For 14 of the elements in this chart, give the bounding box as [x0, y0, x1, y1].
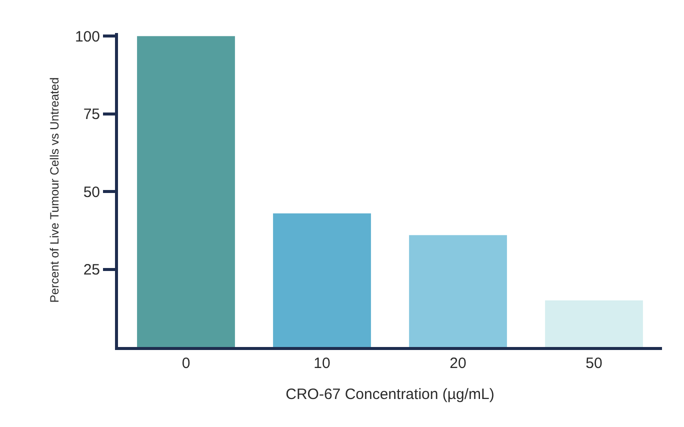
y-axis-title: Percent of Live Tumour Cells vs Untreated	[47, 77, 62, 303]
bar	[273, 213, 371, 347]
y-tick-label: 75	[83, 106, 100, 124]
bar	[409, 235, 507, 347]
x-tick-label: 50	[586, 355, 602, 372]
x-tick-label: 20	[450, 355, 466, 372]
bar	[545, 300, 643, 347]
y-tick-label: 100	[74, 28, 100, 46]
x-tick-label: 0	[182, 355, 190, 372]
bar	[137, 36, 235, 347]
x-axis-title: CRO-67 Concentration (µg/mL)	[286, 386, 494, 403]
x-tick-label: 10	[314, 355, 330, 372]
y-tick-label: 25	[83, 262, 100, 279]
y-tick-label: 50	[83, 184, 100, 201]
